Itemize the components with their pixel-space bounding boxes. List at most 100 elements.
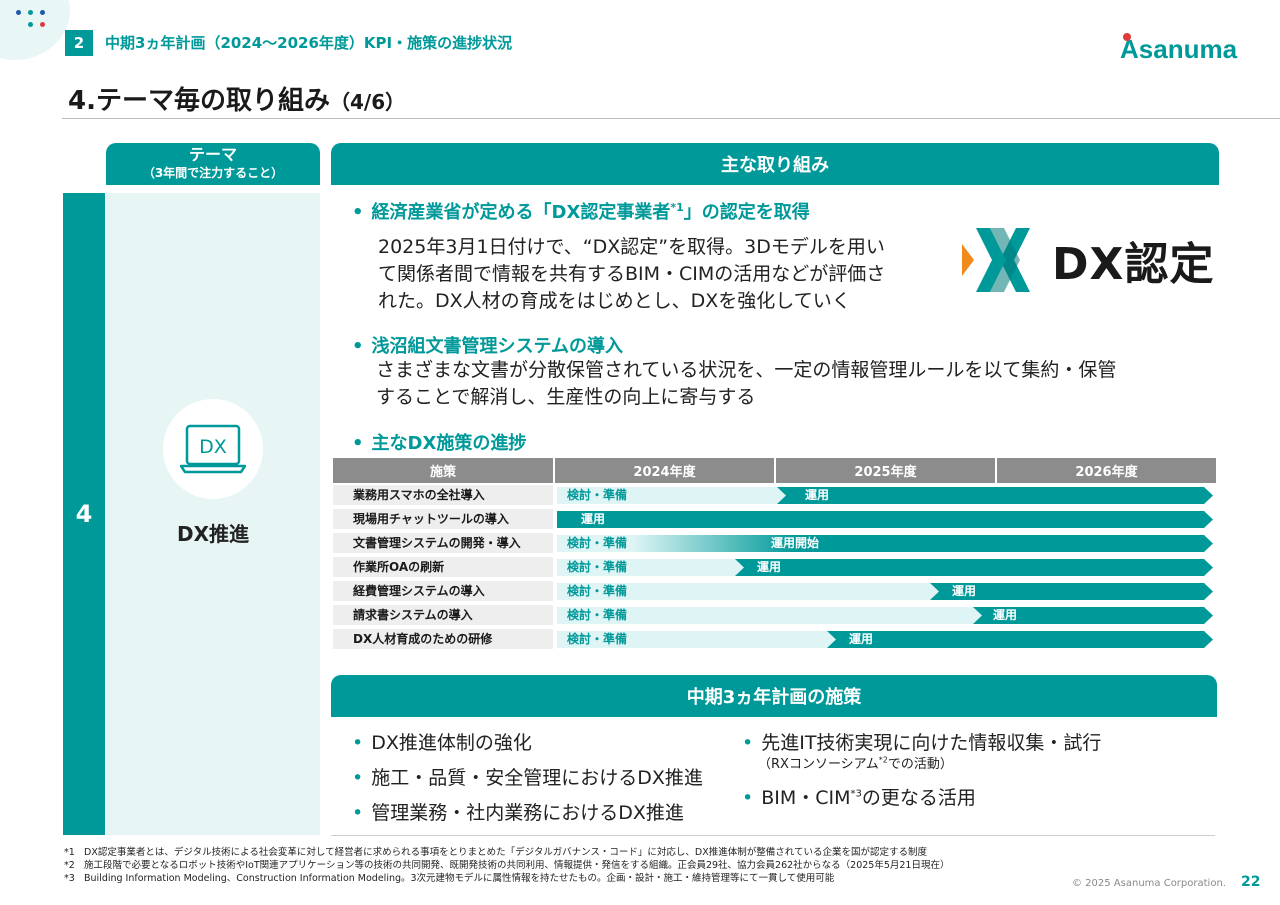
table-row: 経費管理システムの導入 検討・準備 運用 [333,579,1216,603]
table-row: 請求書システムの導入 検討・準備 運用 [333,603,1216,627]
plan-item-text: DX推進体制の強化 [371,732,532,754]
footnote-ref-3: *3 [850,788,862,800]
bullet-icon: • [352,802,364,824]
initiative-1-line: 2025年3月1日付けで、“DX認定”を取得。3Dモデルを用い [378,236,885,258]
row-label: 文書管理システムの開発・導入 [333,533,553,553]
run-bar: 運用開始 [633,535,1213,552]
table-header-divider [553,458,555,483]
table-row: 文書管理システムの開発・導入 検討・準備 運用開始 [333,531,1216,555]
theme-label: DX推進 [176,522,250,546]
initiative-3-title: • 主なDX施策の進捗 [352,429,526,455]
initiative-1-line: て関係者間で情報を共有するBIM・CIMの活用などが評価さ [378,263,886,285]
table-row: 現場用チャットツールの導入 運用 [333,507,1216,531]
logo-mark-icon [1123,33,1131,41]
copyright: © 2025 Asanuma Corporation. [1072,878,1226,889]
plan-item: • DX推進体制の強化 [352,728,532,755]
table-header-divider [995,458,997,483]
run-bar: 運用 [973,607,1213,624]
run-bar: 運用 [777,487,1213,504]
dx-icon-circle: DX [163,399,263,499]
page-number: 22 [1241,874,1261,890]
table-row: 業務用スマホの全社導入 検討・準備 運用 [333,483,1216,507]
table-header-cell: 2024年度 [633,465,696,480]
company-logo: Asanuma [1120,33,1238,65]
page-title: 4.テーマ毎の取り組み（4/6） [68,80,405,117]
footnote-text: DX認定事業者とは、デジタル技術による社会変革に対して経営者に求められる事項をと… [84,847,927,858]
plan-item-note: （RXコンソーシアム*2での活動） [758,753,953,772]
theme-panel: DX DX推進 [106,193,320,835]
run-bar: 運用 [827,631,1213,648]
initiative-1-title-text: 経済産業省が定める「DX認定事業者 [371,202,671,223]
initiative-2-title: • 浅沼組文書管理システムの導入 [352,332,623,358]
plan-header: 中期3ヵ年計画の施策 [331,675,1217,717]
initiative-2-title-text: 浅沼組文書管理システムの導入 [371,336,623,357]
initiative-1-body: 2025年3月1日付けで、“DX認定”を取得。3Dモデルを用い て関係者間で情報… [378,234,958,315]
table-row: 作業所OAの刷新 検討・準備 運用 [333,555,1216,579]
bullet-icon: • [352,767,364,789]
plan-item: • 施工・品質・安全管理におけるDX推進 [352,763,703,790]
section-number-badge: 2 [65,30,93,56]
plan-item: • 先進IT技術実現に向けた情報収集・試行 [742,728,1101,755]
dx-certification-logo: DX認定 [960,226,1214,294]
section-title: 中期3ヵ年計画（2024～2026年度）KPI・施策の進捗状況 [105,34,513,52]
initiative-2-line: さまざまな文書が分散保管されている状況を、一定の情報管理ルールを以て集約・保管 [376,359,1117,381]
footnote-ref-2: *2 [878,755,888,765]
run-bar: 運用 [735,559,1213,576]
footnote-key: *2 [64,860,75,871]
main-column-header: 主な取り組み [331,143,1219,185]
plan-item-text: BIM・CIM [761,787,851,809]
initiative-1-title-end: 」の認定を取得 [683,202,810,223]
initiative-2-line: することで解消し、生産性の向上に寄与する [376,386,756,408]
plan-item: • 管理業務・社内業務におけるDX推進 [352,798,684,825]
dx-icon-text: DX [199,436,227,458]
corner-decoration [0,0,70,60]
dx-progress-table: 施策 2024年度 2025年度 2026年度 業務用スマホの全社導入 検討・準… [333,458,1216,651]
bullet-icon: • [352,202,364,223]
logo-text: Asanuma [1120,34,1238,64]
table-header-cell: 施策 [429,465,456,480]
row-label: 現場用チャットツールの導入 [333,509,553,529]
plan-note-text: （RXコンソーシアム [758,757,879,772]
prep-bar: 検討・準備 [557,559,757,576]
table-header-divider [774,458,776,483]
theme-number: 4 [63,193,105,835]
bullet-icon: • [352,433,364,454]
footnote: *3 Building Information Modeling、Construc… [64,870,834,884]
title-divider [62,118,1280,119]
prep-bar: 検討・準備 [557,487,797,504]
run-bar: 運用 [930,583,1213,600]
plan-note-text-end: での活動） [887,757,953,772]
row-label: DX人材育成のための研修 [333,629,553,649]
theme-column-header: テーマ （3年間で注力すること） [106,143,320,185]
prep-bar: 検討・準備 [557,607,1007,624]
table-header-cell: 2025年度 [854,465,917,480]
row-label: 作業所OAの刷新 [333,557,553,577]
footnote-text: 施工段階で必要となるロボット技術やIoT関連アプリケーション等の技術の共同開発、… [84,860,950,871]
theme-header-label: テーマ [188,145,237,164]
bullet-icon: • [742,787,754,809]
run-bar: 運用 [557,511,1213,528]
plan-item-text-end: の更なる活用 [861,787,976,809]
plan-item-text: 管理業務・社内業務におけるDX推進 [371,802,684,824]
dx-certification-text: DX認定 [1052,239,1215,290]
footnote: *2 施工段階で必要となるロボット技術やIoT関連アプリケーション等の技術の共同開… [64,857,949,871]
footnote: *1 DX認定事業者とは、デジタル技術による社会変革に対して経営者に求められる事項… [64,844,927,858]
initiative-2-body: さまざまな文書が分散保管されている状況を、一定の情報管理ルールを以て集約・保管 … [376,357,1206,411]
bullet-icon: • [352,336,364,357]
initiative-1-title: • 経済産業省が定める「DX認定事業者*1」の認定を取得 [352,198,810,224]
page-title-sub: （4/6） [329,90,406,114]
footnote-ref-1: *1 [670,201,684,214]
bullet-icon: • [742,732,754,754]
row-label: 請求書システムの導入 [333,605,553,625]
plan-item-text: 先進IT技術実現に向けた情報収集・試行 [761,732,1102,754]
bullet-icon: • [352,732,364,754]
footnote-key: *1 [64,847,75,858]
table-row: DX人材育成のための研修 検討・準備 運用 [333,627,1216,651]
theme-header-sublabel: （3年間で注力すること） [142,166,284,180]
dx-monitor-icon: DX [180,424,246,474]
plan-item: • BIM・CIM*3の更なる活用 [742,783,976,810]
footnote-key: *3 [64,873,75,884]
prep-bar: 検討・準備 [557,583,957,600]
plan-divider [331,835,1215,836]
dx-certification-mark-icon [962,228,1030,292]
